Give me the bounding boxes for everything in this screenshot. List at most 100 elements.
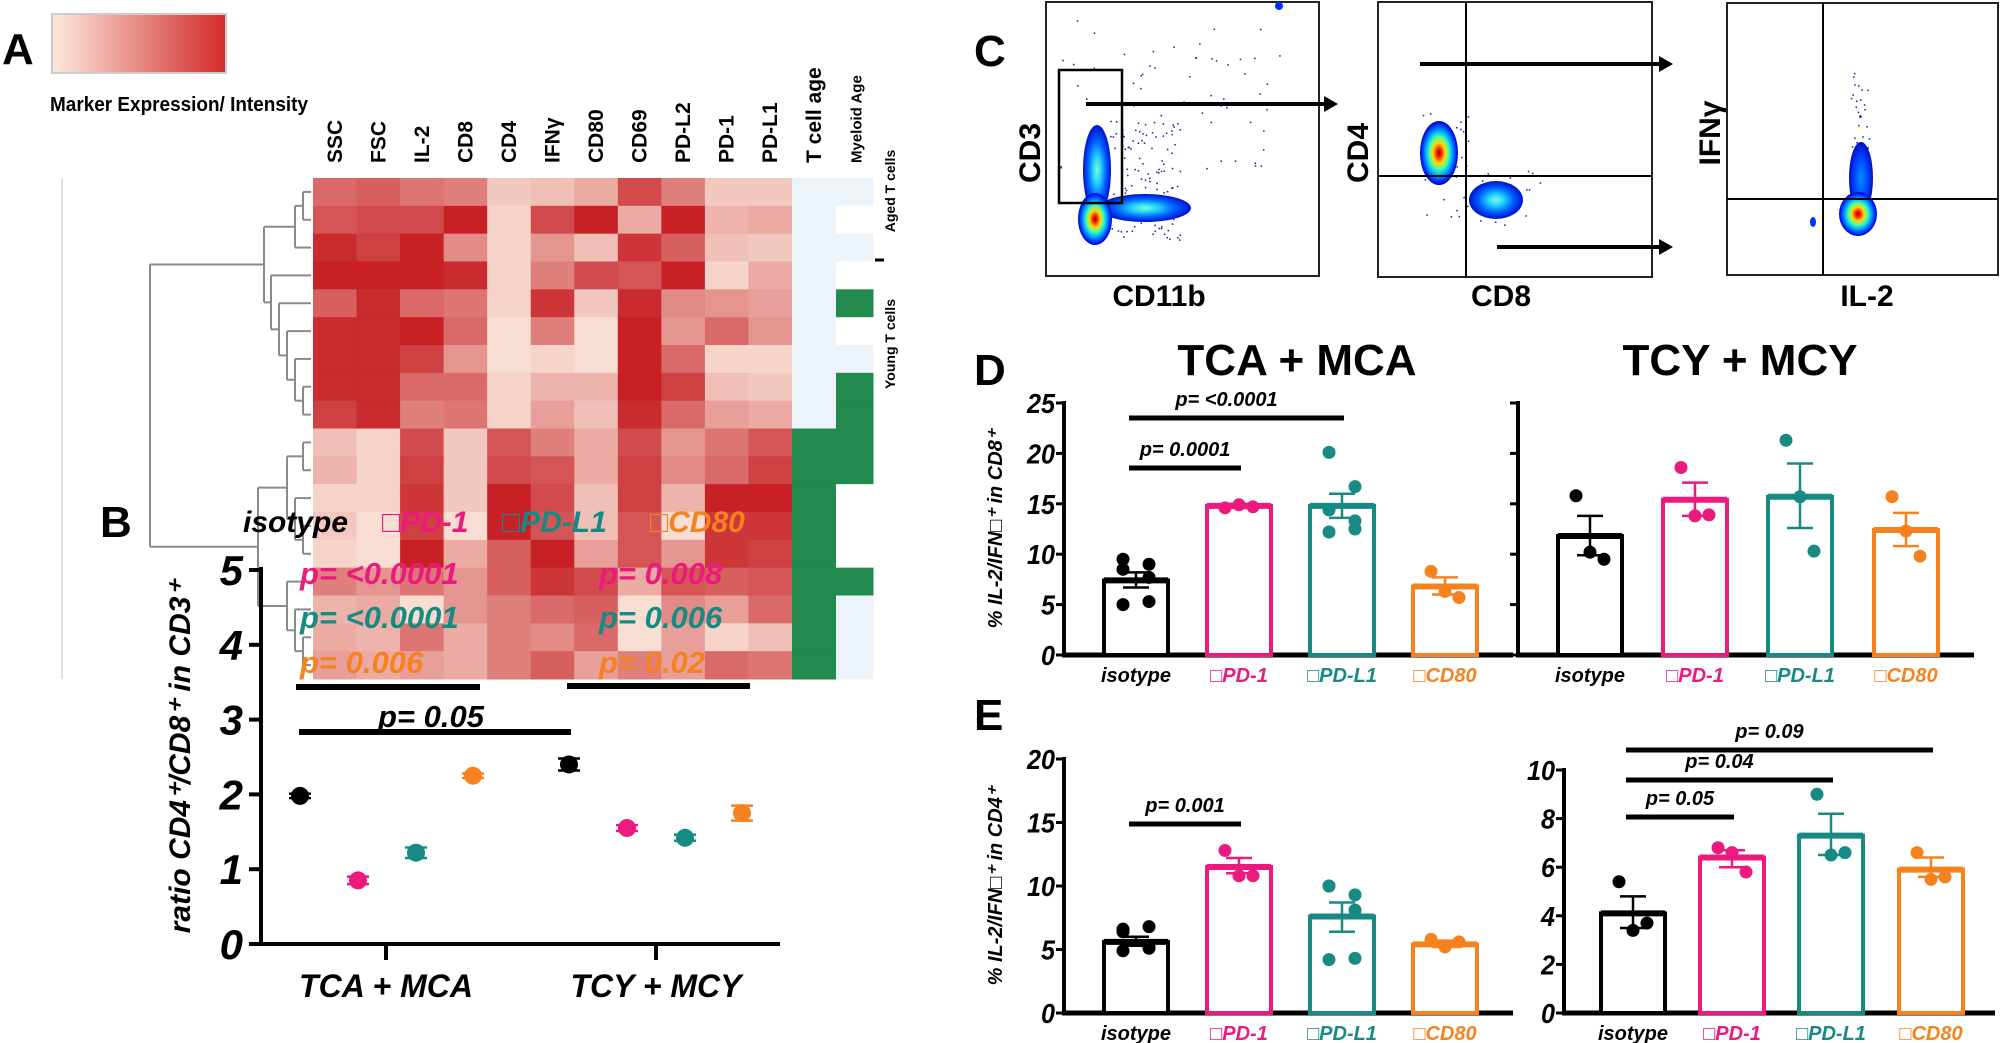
heatmap-cell <box>313 623 358 652</box>
heatmap-column-label: CD69 <box>629 109 652 163</box>
event-dot <box>1461 156 1463 159</box>
event-dot <box>1859 99 1862 101</box>
event-dot <box>1171 130 1173 132</box>
legend-entry: □PD-L1 <box>502 506 607 539</box>
heatmap-cell <box>617 178 662 207</box>
bar <box>1897 867 1965 1015</box>
t-cell-age-cell <box>792 428 837 457</box>
event-dot <box>1144 186 1147 189</box>
heatmap-cell <box>574 205 619 235</box>
event-dot <box>1151 132 1154 134</box>
event-dot <box>1153 121 1156 124</box>
heatmap-column-label: PD-1 <box>716 115 739 163</box>
t-cell-age-cell <box>792 372 837 402</box>
event-dot <box>1171 167 1174 170</box>
event-dot <box>1152 50 1155 53</box>
t-cell-age-cell <box>792 205 837 235</box>
data-point <box>1938 870 1952 884</box>
heatmap-cell <box>748 567 793 596</box>
y-tick-label: 1 <box>220 846 243 893</box>
event-dot <box>1130 185 1133 187</box>
data-point <box>1232 869 1246 883</box>
heatmap-cell <box>443 623 488 652</box>
heatmap-cell <box>356 205 401 235</box>
event-dot <box>1450 216 1453 218</box>
p-value-label: p= 0.0001 <box>1139 439 1231 461</box>
event-dot <box>1171 152 1173 154</box>
annotation-column-label: Myeloid Age <box>849 75 866 163</box>
heatmap-cell <box>487 261 532 290</box>
heatmap-cell <box>704 456 749 485</box>
data-point <box>1142 557 1156 571</box>
data-point <box>1779 433 1793 447</box>
myeloid-age-cell <box>836 233 874 262</box>
y-tick-label: 8 <box>1541 804 1555 835</box>
heatmap-cell <box>400 233 445 262</box>
event-dot <box>1142 133 1144 135</box>
heatmap-cell <box>443 289 488 318</box>
event-dot <box>1135 129 1137 132</box>
data-point <box>1142 920 1156 934</box>
event-dot <box>1123 53 1126 56</box>
heatmap-cell <box>313 205 358 235</box>
event-dot <box>1138 157 1141 160</box>
y-tick-label: 5 <box>1041 935 1055 966</box>
event-dot <box>1140 178 1143 180</box>
y-tick-label: 0 <box>220 921 243 968</box>
heatmap-cell <box>704 484 749 513</box>
event-dot <box>1145 134 1148 137</box>
event-dot <box>1165 132 1168 134</box>
heatmap-cell <box>748 512 793 541</box>
event-dot <box>1137 169 1140 172</box>
bar-chart: 0 2 4 6 8 10 isotype □PD-1 □PD-L1 □CD80 p= 0.05 p= … <box>1527 721 1995 1043</box>
event-dot <box>1213 28 1216 31</box>
arrow-head-icon <box>1324 96 1338 112</box>
event-dot <box>1262 149 1265 151</box>
event-dot <box>1158 172 1160 174</box>
heatmap-cell <box>661 289 706 318</box>
heatmap-cell <box>574 178 619 207</box>
heatmap-panel: SSC FSC IL-2 CD8 CD4 IFNγ CD80 CD69 PD-L2 PD-1 PD-… <box>61 67 898 680</box>
heatmap-cell <box>704 372 749 402</box>
x-category-label: □CD80 <box>1874 665 1937 687</box>
event-dot <box>1112 136 1115 138</box>
heatmap-cell <box>574 345 619 374</box>
heatmap-cell <box>530 539 575 569</box>
heatmap-cell <box>487 651 532 680</box>
y-tick-label: 20 <box>1026 744 1055 775</box>
heatmap-cell <box>313 400 358 429</box>
heatmap-cell <box>356 178 401 207</box>
data-point <box>1899 524 1913 538</box>
event-dot <box>1254 165 1257 167</box>
heatmap-cell <box>443 428 488 457</box>
heatmap-cell <box>400 567 445 596</box>
heatmap-cell <box>443 484 488 513</box>
data-point <box>464 766 482 785</box>
myeloid-age-cell <box>836 651 874 680</box>
heatmap-cell <box>748 484 793 513</box>
event-dot <box>1166 236 1169 239</box>
event-dot <box>1244 73 1246 75</box>
event-dot <box>1850 97 1853 100</box>
heatmap-cell <box>400 539 445 569</box>
heatmap-cell <box>617 651 662 680</box>
t-cell-age-cell <box>792 317 837 346</box>
x-category-label: □PD-L1 <box>1796 1023 1866 1043</box>
data-point <box>1246 500 1260 514</box>
t-cell-age-cell <box>792 456 837 485</box>
p-value-label: p= 0.008 <box>598 556 723 591</box>
legend-entry: □PD-1 <box>382 506 468 539</box>
y-axis-label: % IL-2/IFN□⁺ in CD4⁺ <box>985 784 1007 985</box>
event-dot <box>1195 57 1198 59</box>
p-value-label: p= 0.006 <box>598 600 723 635</box>
heatmap-cell <box>400 595 445 624</box>
x-category-label: □PD-1 <box>1210 665 1268 687</box>
flow-plot-frame <box>1377 1 1653 278</box>
myeloid-age-cell <box>836 372 874 402</box>
heatmap-cell <box>400 428 445 457</box>
heatmap-column-label: PD-L1 <box>759 102 782 163</box>
heatmap-cell <box>574 456 619 485</box>
event-dot <box>1220 160 1222 162</box>
heatmap-cell <box>530 651 575 680</box>
